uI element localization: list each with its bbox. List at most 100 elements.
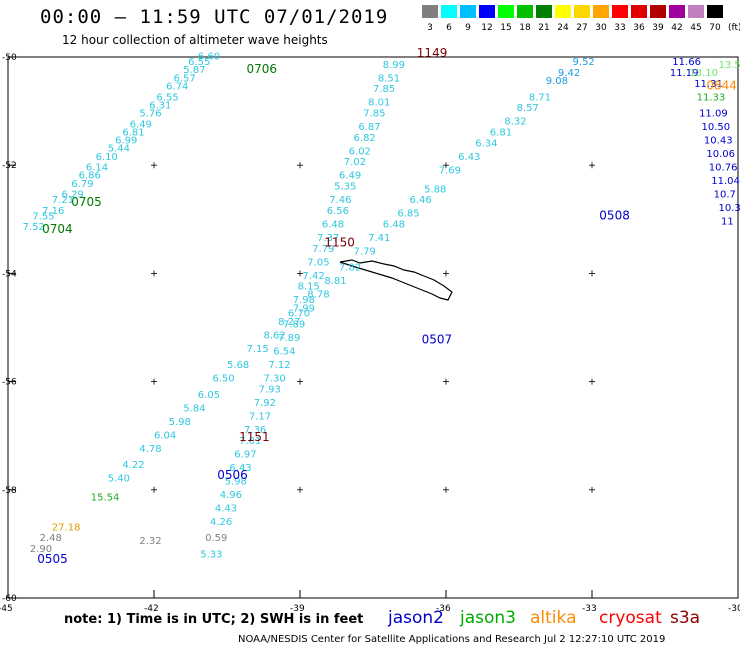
legend-label: 12 (481, 23, 493, 33)
legend-swatch (650, 5, 666, 18)
swh-value: 6.97 (234, 449, 256, 460)
swh-value: 7.46 (329, 195, 351, 206)
legend-label: 3 (427, 23, 433, 33)
swh-value: 6.48 (383, 219, 405, 230)
swh-value: 13.10 (689, 68, 718, 79)
swh-value: 7.79 (354, 246, 376, 257)
swh-value: 11.31 (694, 79, 723, 90)
south-georgia-island (339, 259, 453, 301)
legend-label: 39 (652, 23, 664, 33)
swh-value: 8.99 (383, 60, 405, 71)
swh-value: 2.48 (40, 533, 62, 544)
legend-swatch (536, 5, 552, 18)
swh-value: 4.22 (122, 460, 144, 471)
mission-label: altika (530, 608, 577, 628)
legend-swatch (669, 5, 685, 18)
swh-value: 8.01 (368, 98, 390, 109)
swh-value: 7.12 (268, 360, 290, 371)
pass-time-label: 0705 (71, 195, 102, 209)
swh-value: 6.55 (156, 92, 178, 103)
lon-tick-label: -39 (290, 604, 305, 614)
swh-value: 6.49 (130, 119, 152, 130)
axes-frame: -50 -52 -54 -56 -58 -60-45 -42 -39 -36 -33 -30 (0, 53, 740, 614)
swh-value: 7.42 (302, 271, 324, 282)
swh-value: 7.89 (278, 333, 300, 344)
lon-tick-label: -45 (0, 604, 13, 614)
swh-value: 8.51 (378, 73, 400, 84)
swh-value: 6.99 (115, 136, 137, 147)
swh-value: 10.43 (704, 136, 733, 147)
legend-unit: (ft) (728, 23, 740, 33)
legend-label: 45 (690, 23, 702, 33)
swh-value: 5.84 (183, 403, 205, 414)
swh-value: 7.85 (373, 84, 395, 95)
legend-label: 27 (576, 23, 588, 33)
swh-value: 7.02 (344, 157, 366, 168)
legend-label: 9 (465, 23, 471, 33)
swh-value: 7.82 (339, 263, 361, 274)
legend-label: 24 (557, 23, 569, 33)
swh-value: 5.40 (108, 474, 130, 485)
legend-swatch (593, 5, 609, 18)
pass-time-label: 0704 (42, 222, 73, 236)
swh-value: 10.76 (709, 163, 738, 174)
swh-value: 27.18 (52, 522, 81, 533)
swh-value: 7.92 (254, 398, 276, 409)
legend-swatch (707, 5, 723, 18)
pass-time-label: 1151 (239, 430, 270, 444)
swh-value: 7.15 (246, 344, 268, 355)
lon-tick-label: -30 (728, 604, 740, 614)
credit-line: NOAA/NESDIS Center for Satellite Applica… (238, 634, 666, 645)
swh-value: 10.06 (706, 149, 735, 160)
swh-value: 7.37 (317, 233, 339, 244)
swh-value: 5.98 (169, 417, 191, 428)
swh-value: 6.49 (339, 171, 361, 182)
legend-swatch (479, 5, 495, 18)
swh-value: 4.43 (215, 503, 237, 514)
swh-value: 7.52 (23, 222, 45, 233)
swh-value: 7.55 (32, 211, 54, 222)
swh-value: 7.16 (42, 206, 64, 217)
swh-value: 6.43 (458, 152, 480, 163)
legend-swatch (460, 5, 476, 18)
swh-value: 5.44 (108, 144, 130, 155)
swh-value: 9.52 (573, 57, 595, 68)
swh-value: 6.04 (154, 430, 176, 441)
swh-value: 8.15 (298, 282, 320, 293)
swh-value: 11.09 (699, 109, 728, 120)
swh-value: 0.59 (205, 533, 227, 544)
island-coastline (339, 259, 453, 301)
swh-value: 9.42 (558, 68, 580, 79)
swh-value: 7.79 (312, 244, 334, 255)
mission-label: cryosat (599, 608, 662, 628)
swh-value: 5.33 (200, 549, 222, 560)
swh-value: 7.01 (239, 436, 261, 447)
swh-value: 8.57 (517, 103, 539, 114)
swh-value: 6.82 (354, 133, 376, 144)
legend-label: 36 (633, 23, 645, 33)
legend-swatch (574, 5, 590, 18)
swh-value: 7.21 (52, 195, 74, 206)
mission-label: jason3 (460, 608, 516, 628)
swh-value: 7.36 (244, 425, 266, 436)
mission-label: s3a (670, 608, 701, 628)
swh-value: 7.17 (249, 411, 271, 422)
swh-value: 8.27 (278, 317, 300, 328)
lat-tick-label: -50 (2, 53, 17, 63)
swh-value: 5.98 (225, 476, 247, 487)
altimeter-tracks: 7.527.557.167.216.296.796.866.146.105.44… (23, 46, 740, 566)
pass-time-label: 0706 (246, 62, 277, 76)
swh-value: 6.54 (273, 347, 295, 358)
map-subtitle: 12 hour collection of altimeter wave hei… (62, 33, 328, 47)
lat-tick-label: -54 (2, 269, 17, 279)
swh-value: 6.74 (166, 81, 188, 92)
swh-value: 6.86 (79, 171, 101, 182)
swh-value: 11.04 (711, 176, 740, 187)
legend-swatch (631, 5, 647, 18)
swh-value: 7.85 (363, 109, 385, 120)
swh-value: 2.32 (139, 536, 161, 547)
legend-swatch (612, 5, 628, 18)
pass-time-label: 0507 (422, 333, 453, 347)
pass-time-label: 0844 (706, 78, 737, 92)
swh-value: 15.54 (91, 493, 120, 504)
